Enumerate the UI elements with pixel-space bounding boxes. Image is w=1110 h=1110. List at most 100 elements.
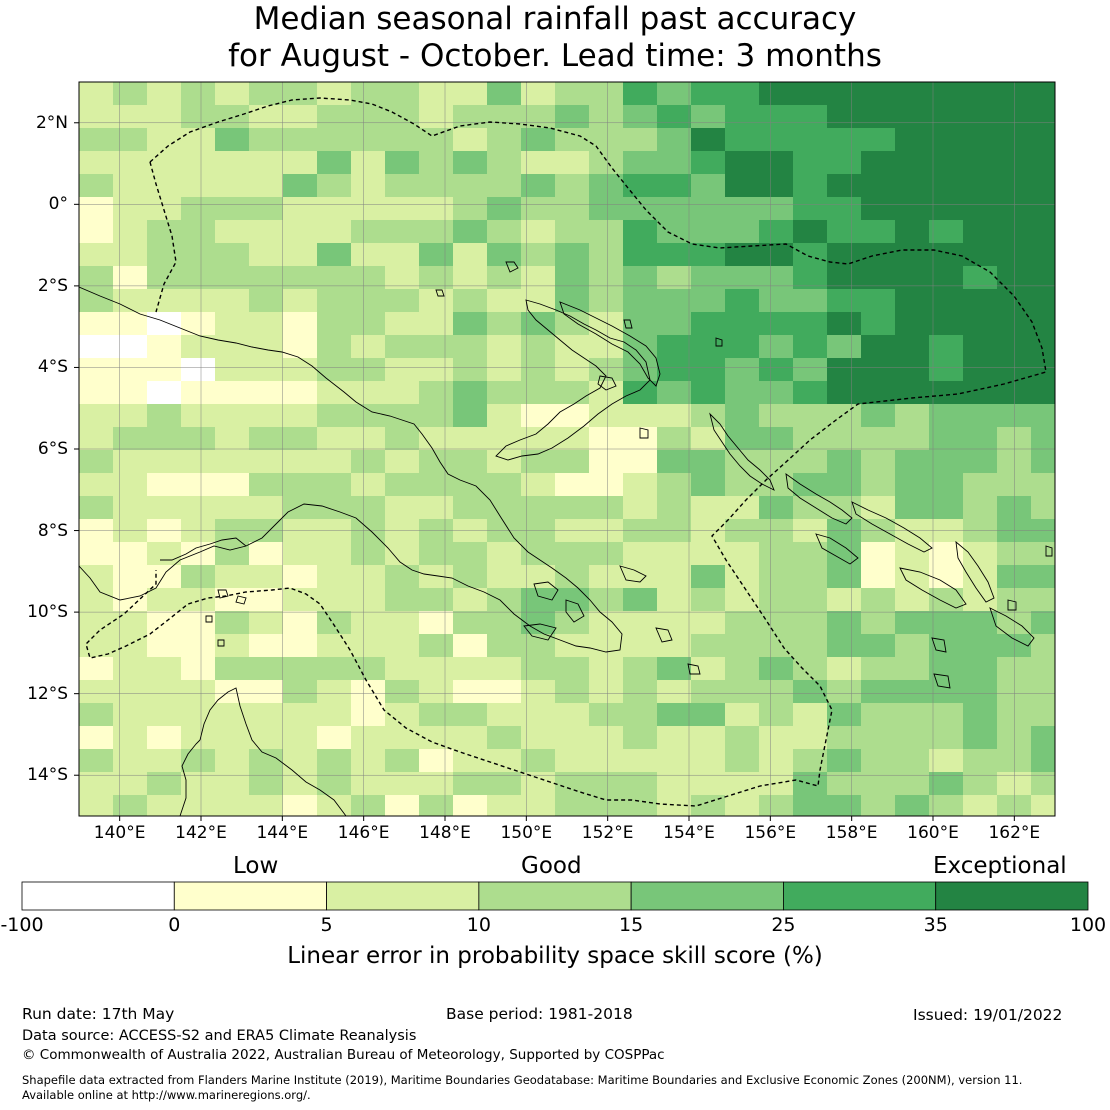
grid-cell bbox=[929, 795, 964, 816]
grid-cell bbox=[725, 611, 760, 635]
grid-cell bbox=[419, 657, 454, 681]
grid-cell bbox=[929, 358, 964, 382]
new-guinea-coast bbox=[79, 286, 623, 653]
grid-cell bbox=[181, 381, 216, 405]
grid-cell bbox=[793, 795, 828, 816]
grid-cell bbox=[487, 335, 522, 359]
grid-cell bbox=[113, 703, 148, 727]
colorbar-tick-label: 0 bbox=[168, 914, 181, 936]
grid-cell bbox=[215, 174, 250, 198]
grid-cell bbox=[929, 404, 964, 428]
grid-cell bbox=[385, 565, 420, 589]
grid-cell bbox=[691, 749, 726, 773]
grid-cell bbox=[759, 680, 794, 704]
grid-cell bbox=[487, 266, 522, 290]
grid-cell bbox=[691, 243, 726, 267]
grid-cell bbox=[113, 588, 148, 612]
grid-cell bbox=[929, 634, 964, 658]
grid-cell bbox=[725, 289, 760, 313]
grid-cell bbox=[725, 197, 760, 221]
grid-cell bbox=[1031, 726, 1055, 750]
grid-cell bbox=[79, 726, 114, 750]
grid-cell bbox=[283, 795, 318, 816]
grid-cell bbox=[725, 680, 760, 704]
grid-cell bbox=[623, 427, 658, 451]
grid-cell bbox=[249, 427, 284, 451]
solomon-santa-isabel-coast bbox=[851, 501, 933, 553]
grid-cell bbox=[113, 266, 148, 290]
grid-cell bbox=[691, 611, 726, 635]
grid-cell bbox=[589, 427, 624, 451]
grid-cell bbox=[79, 335, 114, 359]
grid-cell bbox=[283, 105, 318, 129]
grid-cell bbox=[215, 151, 250, 175]
grid-cell bbox=[759, 289, 794, 313]
grid-cell bbox=[657, 496, 692, 520]
grid-cell bbox=[79, 220, 114, 244]
grid-cell bbox=[351, 128, 386, 152]
lon-tick-label: 146°E bbox=[337, 823, 390, 843]
grid-cell bbox=[487, 496, 522, 520]
grid-cell bbox=[759, 220, 794, 244]
grid-cell bbox=[963, 772, 998, 796]
grid-cell bbox=[487, 565, 522, 589]
grid-cell bbox=[215, 404, 250, 428]
grid-cell bbox=[283, 657, 318, 681]
graticule bbox=[79, 82, 1055, 816]
grid-cell bbox=[79, 473, 114, 497]
grid-cell bbox=[283, 611, 318, 635]
grid-cell bbox=[147, 427, 182, 451]
grid-cell bbox=[419, 335, 454, 359]
grid-cell bbox=[793, 726, 828, 750]
base-period: Base period: 1981-2018 bbox=[446, 1005, 633, 1023]
grid-cell bbox=[385, 450, 420, 474]
grid-cell bbox=[895, 151, 930, 175]
grid-cell bbox=[963, 634, 998, 658]
grid-cell bbox=[317, 565, 352, 589]
grid-cell bbox=[827, 427, 862, 451]
grid-cell bbox=[963, 795, 998, 816]
grid-cell bbox=[895, 197, 930, 221]
grid-cell bbox=[623, 795, 658, 816]
grid-cell bbox=[759, 703, 794, 727]
grid-cell bbox=[929, 128, 964, 152]
grid-cell bbox=[215, 496, 250, 520]
grid-cell bbox=[725, 795, 760, 816]
grid-cell bbox=[657, 611, 692, 635]
grid-cell bbox=[555, 772, 590, 796]
grid-cell bbox=[317, 128, 352, 152]
grid-cell bbox=[147, 680, 182, 704]
grid-cell bbox=[589, 197, 624, 221]
grid-cell bbox=[827, 128, 862, 152]
grid-cell bbox=[861, 289, 896, 313]
grid-cell bbox=[453, 657, 488, 681]
grid-cell bbox=[113, 473, 148, 497]
grid-cell bbox=[351, 657, 386, 681]
grid-cell bbox=[249, 128, 284, 152]
grid-cell bbox=[691, 151, 726, 175]
grid-cell bbox=[147, 381, 182, 405]
grid-cell bbox=[317, 680, 352, 704]
grid-cell bbox=[657, 680, 692, 704]
grid-cell bbox=[79, 634, 114, 658]
grid-cell bbox=[113, 680, 148, 704]
grid-cell bbox=[283, 312, 318, 336]
grid-cell bbox=[759, 404, 794, 428]
grid-cell bbox=[249, 657, 284, 681]
grid-cell bbox=[283, 588, 318, 612]
australia-coast bbox=[199, 687, 347, 816]
grid-cell bbox=[79, 795, 114, 816]
grid-cell bbox=[521, 197, 556, 221]
grid-cell bbox=[725, 496, 760, 520]
grid-cell bbox=[453, 151, 488, 175]
grid-cell bbox=[487, 703, 522, 727]
grid-cell bbox=[113, 772, 148, 796]
grid-cell bbox=[895, 680, 930, 704]
grid-cell bbox=[623, 703, 658, 727]
grid-cell bbox=[249, 749, 284, 773]
grid-cell bbox=[79, 703, 114, 727]
grid-cell bbox=[249, 335, 284, 359]
grid-cell bbox=[589, 565, 624, 589]
grid-cell bbox=[419, 197, 454, 221]
grid-cell bbox=[283, 565, 318, 589]
